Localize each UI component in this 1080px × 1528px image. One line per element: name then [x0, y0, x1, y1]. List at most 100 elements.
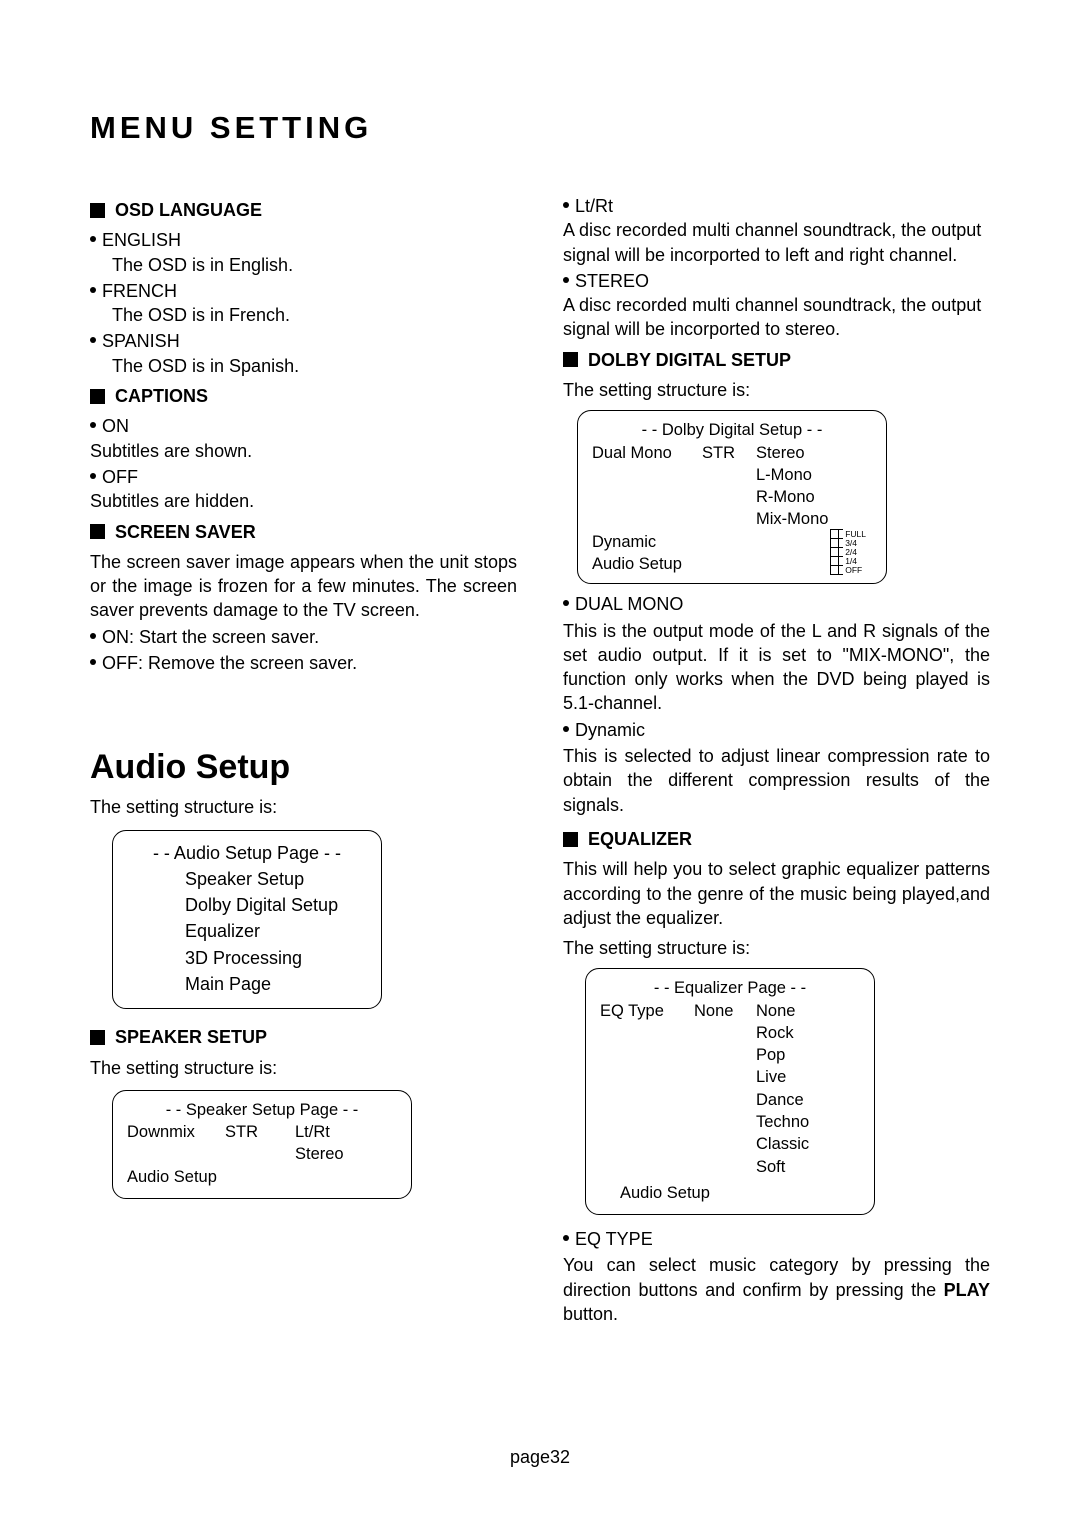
cell: Dynamic — [592, 531, 702, 553]
screensaver-on: ON: Start the screen saver. — [90, 625, 517, 649]
speaker-setup-intro: The setting structure is: — [90, 1056, 517, 1080]
cell: Stereo — [756, 442, 856, 464]
bullet-icon — [563, 600, 569, 606]
stereo-desc: A disc recorded multi channel soundtrack… — [563, 293, 990, 342]
cell: STR — [702, 442, 756, 464]
audio-setup-heading: Audio Setup — [90, 745, 517, 791]
menu-item: Speaker Setup — [185, 867, 365, 891]
left-column: OSD LANGUAGE ENGLISH The OSD is in Engli… — [90, 192, 517, 1326]
cell: Stereo — [295, 1143, 385, 1165]
columns: OSD LANGUAGE ENGLISH The OSD is in Engli… — [90, 192, 990, 1326]
bullet-icon — [90, 337, 96, 343]
osd-item: FRENCH — [90, 279, 517, 303]
square-icon — [90, 389, 105, 404]
dynamic-scale-icon: FULL 3/4 2/4 1/4 OFF — [830, 529, 868, 575]
menu-item: 3D Processing — [185, 946, 365, 970]
dynamic-item: Dynamic — [563, 718, 990, 742]
cell: None — [756, 1000, 846, 1022]
square-icon — [90, 203, 105, 218]
table-row: Classic — [600, 1133, 860, 1155]
item-label: Lt/Rt — [575, 194, 613, 218]
item-desc: The OSD is in French. — [90, 303, 517, 327]
dualmono-item: DUAL MONO — [563, 592, 990, 616]
equalizer-heading: EQUALIZER — [563, 827, 990, 851]
heading-text: SPEAKER SETUP — [115, 1025, 267, 1049]
eqtype-desc-2: button. — [563, 1304, 618, 1324]
table-row: Audio Setup — [127, 1166, 397, 1188]
screensaver-off: OFF: Remove the screen saver. — [90, 651, 517, 675]
osd-language-heading: OSD LANGUAGE — [90, 198, 517, 222]
cell: Lt/Rt — [295, 1121, 385, 1143]
page-title: MENU SETTING — [90, 110, 990, 146]
dynamic-desc: This is selected to adjust linear compre… — [563, 744, 990, 817]
table-row: Techno — [600, 1111, 860, 1133]
heading-text: DOLBY DIGITAL SETUP — [588, 348, 791, 372]
cell: Dual Mono — [592, 442, 702, 464]
item-desc: The OSD is in Spanish. — [90, 354, 517, 378]
cell: Classic — [756, 1133, 846, 1155]
bullet-icon — [90, 287, 96, 293]
item-label: ENGLISH — [102, 228, 181, 252]
captions-heading: CAPTIONS — [90, 384, 517, 408]
cell: Audio Setup — [600, 1182, 710, 1204]
cell: Downmix — [127, 1121, 225, 1143]
scale-label: OFF — [843, 566, 867, 575]
table-row: EQ Type None None — [600, 1000, 860, 1022]
table-row: Live — [600, 1066, 860, 1088]
item-label: EQ TYPE — [575, 1227, 653, 1251]
equalizer-menu-box: - - Equalizer Page - - EQ Type None None… — [585, 968, 875, 1215]
eqtype-desc-1: You can select music category by pressin… — [563, 1255, 990, 1299]
table-row: R-Mono — [592, 486, 872, 508]
square-icon — [90, 1030, 105, 1045]
cell: Dance — [756, 1089, 846, 1111]
osd-item: SPANISH — [90, 329, 517, 353]
cell: Audio Setup — [127, 1166, 225, 1188]
table-row: Dance — [600, 1089, 860, 1111]
page-number: page32 — [0, 1447, 1080, 1468]
item-label: FRENCH — [102, 279, 177, 303]
table-row: Soft — [600, 1156, 860, 1178]
cell: Rock — [756, 1022, 846, 1044]
dolby-menu-box: - - Dolby Digital Setup - - Dual Mono ST… — [577, 410, 887, 584]
cell — [225, 1143, 295, 1165]
table-row: L-Mono — [592, 464, 872, 486]
bullet-icon — [563, 277, 569, 283]
table-row: Rock — [600, 1022, 860, 1044]
captions-off: OFF — [90, 465, 517, 489]
stereo-item: STEREO — [563, 269, 990, 293]
menu-box-title: - - Equalizer Page - - — [600, 977, 860, 999]
screensaver-desc: The screen saver image appears when the … — [90, 550, 517, 623]
cell: EQ Type — [600, 1000, 694, 1022]
cell: STR — [225, 1121, 295, 1143]
cell: R-Mono — [756, 486, 856, 508]
equalizer-desc: This will help you to select graphic equ… — [563, 857, 990, 930]
bullet-icon — [563, 202, 569, 208]
square-icon — [563, 352, 578, 367]
audio-setup-menu-box: - - Audio Setup Page - - Speaker Setup D… — [112, 830, 382, 1010]
table-row: Audio Setup — [600, 1182, 860, 1204]
item-label: STEREO — [575, 269, 649, 293]
right-column: Lt/Rt A disc recorded multi channel soun… — [563, 192, 990, 1326]
screensaver-heading: SCREEN SAVER — [90, 520, 517, 544]
menu-box-title: - - Audio Setup Page - - — [129, 841, 365, 865]
speaker-setup-menu-box: - - Speaker Setup Page - - Downmix STR L… — [112, 1090, 412, 1199]
cell: None — [694, 1000, 756, 1022]
square-icon — [563, 832, 578, 847]
cell: Mix-Mono — [756, 508, 856, 530]
captions-off-desc: Subtitles are hidden. — [90, 489, 517, 513]
square-icon — [90, 524, 105, 539]
menu-box-title: - - Dolby Digital Setup - - — [592, 419, 872, 441]
table-row: Pop — [600, 1044, 860, 1066]
eqtype-desc: You can select music category by pressin… — [563, 1253, 990, 1326]
bullet-icon — [90, 473, 96, 479]
table-row: Mix-Mono — [592, 508, 872, 530]
item-label: ON — [102, 414, 129, 438]
heading-text: OSD LANGUAGE — [115, 198, 262, 222]
heading-text: SCREEN SAVER — [115, 520, 256, 544]
audio-setup-intro: The setting structure is: — [90, 795, 517, 819]
bullet-icon — [90, 633, 96, 639]
cell: L-Mono — [756, 464, 856, 486]
captions-on: ON — [90, 414, 517, 438]
heading-text: EQUALIZER — [588, 827, 692, 851]
dolby-intro: The setting structure is: — [563, 378, 990, 402]
